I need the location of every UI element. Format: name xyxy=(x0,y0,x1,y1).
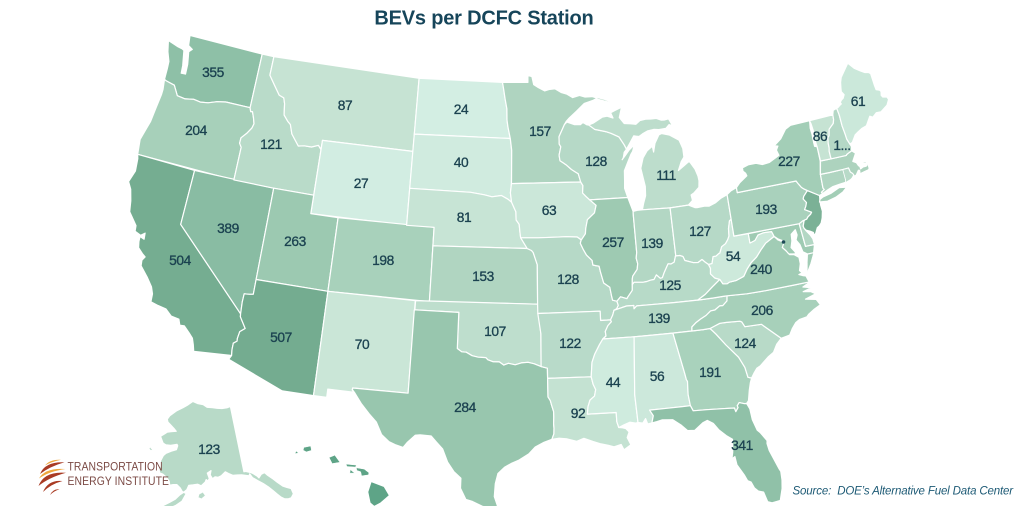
svg-text:263: 263 xyxy=(284,234,306,249)
svg-text:193: 193 xyxy=(755,202,777,217)
svg-text:61: 61 xyxy=(851,94,865,109)
svg-text:198: 198 xyxy=(372,253,394,268)
svg-text:153: 153 xyxy=(472,269,494,284)
svg-text:355: 355 xyxy=(202,65,224,80)
svg-text:341: 341 xyxy=(731,438,753,453)
svg-text:86: 86 xyxy=(813,129,828,144)
svg-text:44: 44 xyxy=(606,375,621,390)
svg-text:504: 504 xyxy=(169,253,191,268)
svg-text:227: 227 xyxy=(778,154,800,169)
svg-text:204: 204 xyxy=(185,123,207,138)
svg-text:122: 122 xyxy=(559,336,581,351)
svg-text:107: 107 xyxy=(484,324,506,339)
svg-text:81: 81 xyxy=(457,210,471,225)
svg-text:70: 70 xyxy=(355,337,370,352)
svg-text:1...: 1... xyxy=(833,138,850,153)
svg-text:92: 92 xyxy=(571,406,585,421)
svg-text:125: 125 xyxy=(659,278,681,293)
svg-text:111: 111 xyxy=(656,168,676,183)
svg-text:63: 63 xyxy=(542,203,557,218)
svg-text:139: 139 xyxy=(648,311,670,326)
svg-text:124: 124 xyxy=(734,336,756,351)
svg-text:257: 257 xyxy=(602,235,624,250)
svg-text:TRANSPORTATION: TRANSPORTATION xyxy=(68,461,163,474)
svg-text:128: 128 xyxy=(585,154,607,169)
svg-text:BEVs per DCFC Station: BEVs per DCFC Station xyxy=(374,8,593,30)
svg-text:24: 24 xyxy=(454,102,469,117)
svg-text:40: 40 xyxy=(454,155,469,170)
svg-text:Source: DOE’s Alternative Fue: Source: DOE’s Alternative Fuel Data Cent… xyxy=(793,486,1015,498)
svg-text:27: 27 xyxy=(354,176,368,191)
svg-text:389: 389 xyxy=(217,221,239,236)
svg-text:507: 507 xyxy=(270,330,292,345)
svg-text:87: 87 xyxy=(338,98,352,113)
svg-text:139: 139 xyxy=(641,236,663,251)
svg-text:128: 128 xyxy=(557,272,579,287)
svg-text:127: 127 xyxy=(689,224,711,239)
svg-text:191: 191 xyxy=(699,365,721,380)
svg-text:ENERGY INSTITUTE: ENERGY INSTITUTE xyxy=(68,476,170,489)
svg-text:123: 123 xyxy=(198,442,220,457)
svg-text:206: 206 xyxy=(751,303,773,318)
svg-text:284: 284 xyxy=(454,400,476,415)
svg-text:121: 121 xyxy=(260,137,282,152)
svg-text:56: 56 xyxy=(650,369,665,384)
svg-text:157: 157 xyxy=(529,124,551,139)
svg-text:240: 240 xyxy=(750,262,772,277)
svg-text:54: 54 xyxy=(726,249,741,264)
